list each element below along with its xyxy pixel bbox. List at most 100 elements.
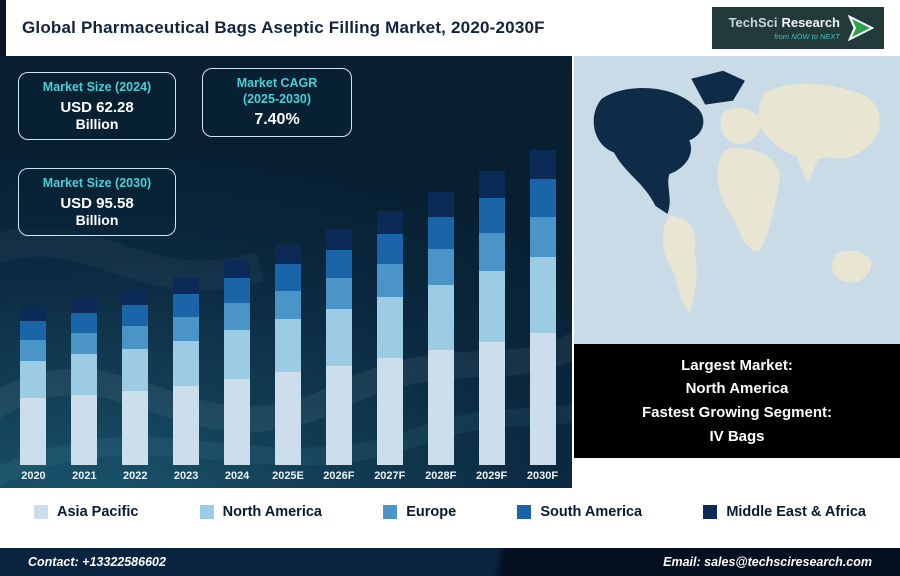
map-region-north-america: [593, 88, 704, 214]
info-box-market-size-2030: Market Size (2030) USD 95.58 Billion: [18, 168, 176, 236]
bar-segment-south-america: [376, 233, 403, 265]
caption-line: Fastest Growing Segment:: [641, 404, 833, 421]
x-axis-label: 2025E: [272, 470, 304, 482]
bar-column: 2030F: [517, 149, 568, 482]
bar-segment-south-america: [20, 321, 47, 341]
bar-segment-europe: [173, 316, 200, 342]
bar-segment-middle-east-africa: [478, 171, 505, 198]
footer: Contact: +13322586602 Email: sales@techs…: [0, 548, 900, 576]
stacked-bar: [71, 297, 98, 465]
bar-column: 2020: [8, 306, 59, 482]
legend-swatch-icon: [34, 505, 48, 519]
x-axis-label: 2026F: [323, 470, 355, 482]
bar-segment-north-america: [325, 308, 352, 366]
bar-segment-middle-east-africa: [529, 149, 556, 179]
map-region-south-america: [662, 215, 697, 314]
bar-segment-middle-east-africa: [274, 244, 301, 265]
bar-segment-south-america: [71, 312, 98, 333]
bar-segment-south-america: [427, 216, 454, 250]
x-axis-label: 2020: [21, 470, 46, 482]
x-axis-label: 2028F: [425, 470, 457, 482]
bar-segment-asia-pacific: [71, 394, 98, 465]
logo-tagline: from NOW to NEXT: [774, 32, 840, 42]
bar-segment-europe: [20, 340, 47, 361]
map-region-greenland: [691, 70, 745, 105]
bar-segment-asia-pacific: [224, 378, 251, 465]
bar-segment-south-america: [478, 197, 505, 234]
bar-segment-north-america: [274, 319, 301, 373]
bar-segment-asia-pacific: [173, 386, 200, 465]
bar-chart: 2020 2021 2022 2023 2024 2025E 2026F 2027F 2028F…: [8, 149, 568, 482]
legend-swatch-icon: [383, 505, 398, 519]
bar-segment-asia-pacific: [478, 341, 505, 465]
bar-segment-north-america: [71, 354, 98, 395]
legend-label: Europe: [406, 504, 457, 520]
footer-contact: Contact: +13322586602: [28, 555, 166, 569]
map-region-australia: [832, 250, 872, 283]
caption-box: Largest Market: North America Fastest Gr…: [572, 344, 900, 458]
page-title: Global Pharmaceutical Bags Aseptic Filli…: [22, 18, 545, 37]
legend-item-europe: Europe: [383, 504, 456, 520]
bar-segment-europe: [122, 325, 149, 349]
info-box-market-cagr: Market CAGR (2025-2030) 7.40%: [202, 68, 352, 138]
x-axis-label: 2030F: [526, 470, 559, 482]
x-axis-label: 2022: [123, 470, 148, 482]
bar-column: 2021: [59, 297, 110, 482]
stacked-bar: [20, 306, 47, 465]
info-box-title: Market Size (2024): [42, 80, 152, 94]
bar-segment-middle-east-africa: [71, 297, 98, 313]
logo-text-secondary: Research: [781, 14, 840, 30]
bar-segment-europe: [274, 290, 301, 320]
legend-label: South America: [540, 504, 643, 520]
stacked-bar: [325, 228, 352, 465]
info-box-unit: Billion: [75, 211, 119, 228]
bar-segment-middle-east-africa: [376, 211, 403, 234]
info-box-value: USD 95.58: [60, 194, 134, 212]
bar-segment-north-america: [173, 341, 200, 387]
bar-segment-north-america: [427, 284, 454, 351]
bar-segment-south-america: [122, 304, 149, 326]
bar-column: 2022: [110, 288, 161, 482]
legend-label: Asia Pacific: [57, 504, 139, 520]
bar-segment-north-america: [529, 257, 556, 333]
bar-segment-north-america: [122, 348, 149, 391]
bar-segment-asia-pacific: [529, 332, 556, 465]
info-box-title: Market Size (2030): [42, 176, 152, 190]
stacked-bar: [224, 259, 251, 465]
stacked-bar: [529, 149, 556, 465]
caption-line: North America: [685, 380, 789, 398]
info-box-title: Market CAGR: [236, 76, 318, 90]
bar-column: 2029F: [466, 171, 517, 482]
bar-segment-europe: [71, 332, 98, 355]
legend-swatch-icon: [703, 505, 718, 519]
bar-segment-asia-pacific: [427, 350, 454, 465]
bar-segment-europe: [427, 249, 454, 285]
bar-segment-middle-east-africa: [224, 259, 251, 279]
info-box-subtitle: (2025-2030): [242, 91, 312, 106]
legend-item-north-america: North America: [199, 504, 322, 520]
bar-segment-europe: [529, 216, 556, 258]
header: Global Pharmaceutical Bags Aseptic Filli…: [0, 0, 900, 56]
arrow-icon: [847, 14, 875, 42]
map-region-africa: [717, 148, 780, 252]
legend-item-middle-east-africa: Middle East & Africa: [703, 504, 866, 520]
bar-segment-middle-east-africa: [122, 288, 149, 305]
bar-column: 2028F: [415, 191, 466, 482]
bar-column: 2024: [212, 259, 263, 482]
logo-text-primary: TechSci: [728, 14, 778, 30]
bar-segment-middle-east-africa: [427, 191, 454, 217]
bar-segment-asia-pacific: [20, 398, 47, 465]
x-axis-label: 2024: [224, 470, 250, 482]
bar-segment-asia-pacific: [325, 365, 352, 465]
legend-item-south-america: South America: [517, 504, 642, 520]
map-region-asia: [758, 83, 880, 160]
bar-segment-north-america: [20, 360, 47, 399]
x-axis-label: 2029F: [476, 470, 508, 482]
bar-segment-asia-pacific: [122, 390, 149, 465]
bar-segment-south-america: [224, 278, 251, 303]
world-map: [572, 56, 900, 344]
bar-segment-europe: [224, 302, 251, 330]
info-box-market-size-2024: Market Size (2024) USD 62.28 Billion: [18, 72, 176, 140]
bar-segment-europe: [478, 233, 505, 272]
